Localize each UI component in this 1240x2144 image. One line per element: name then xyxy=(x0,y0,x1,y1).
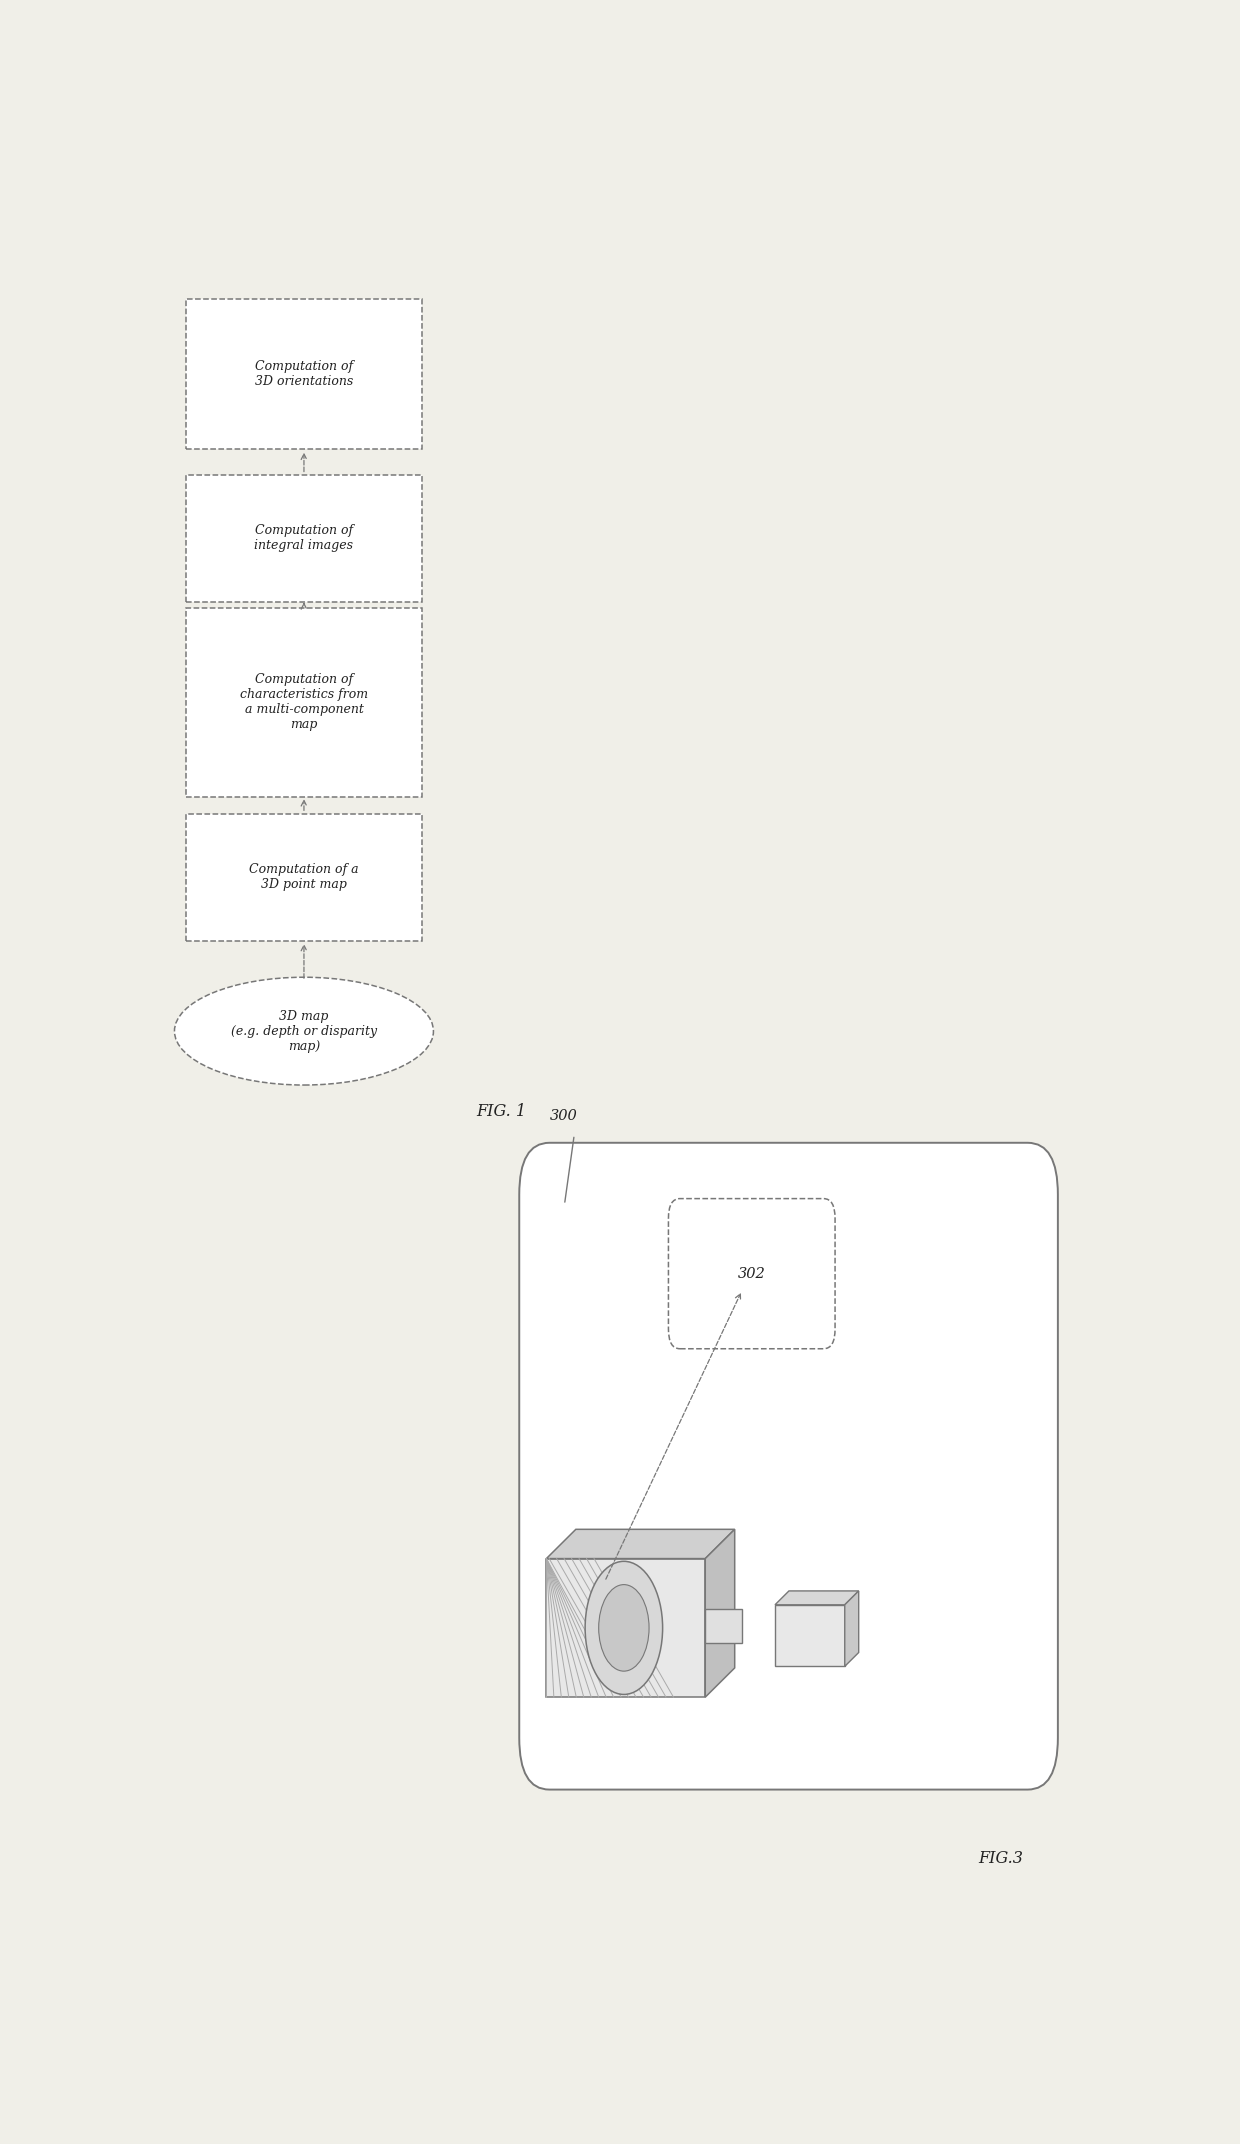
FancyBboxPatch shape xyxy=(706,1608,743,1642)
Text: 301: 301 xyxy=(582,1550,609,1565)
Text: Computation of a
3D point map: Computation of a 3D point map xyxy=(249,864,358,892)
Text: 3D map
(e.g. depth or disparity
map): 3D map (e.g. depth or disparity map) xyxy=(231,1010,377,1053)
Text: Computation of
3D orientations: Computation of 3D orientations xyxy=(255,360,353,388)
FancyBboxPatch shape xyxy=(547,1559,706,1698)
Text: Computation of
integral images: Computation of integral images xyxy=(254,525,353,553)
Polygon shape xyxy=(706,1529,734,1698)
Text: FIG.3: FIG.3 xyxy=(978,1850,1023,1867)
Text: FIG. 1: FIG. 1 xyxy=(476,1104,526,1121)
FancyBboxPatch shape xyxy=(668,1198,835,1349)
Circle shape xyxy=(585,1561,662,1694)
FancyBboxPatch shape xyxy=(520,1143,1058,1790)
Polygon shape xyxy=(547,1529,734,1559)
Polygon shape xyxy=(844,1591,858,1666)
Ellipse shape xyxy=(175,978,434,1085)
Text: 302: 302 xyxy=(738,1267,765,1280)
FancyBboxPatch shape xyxy=(186,300,422,450)
Text: Computation of
characteristics from
a multi-component
map: Computation of characteristics from a mu… xyxy=(239,673,368,731)
FancyBboxPatch shape xyxy=(186,474,422,602)
FancyBboxPatch shape xyxy=(775,1604,844,1666)
Circle shape xyxy=(599,1584,649,1670)
Text: 300: 300 xyxy=(551,1108,578,1123)
Polygon shape xyxy=(775,1591,858,1604)
FancyBboxPatch shape xyxy=(186,813,422,941)
FancyBboxPatch shape xyxy=(186,609,422,798)
